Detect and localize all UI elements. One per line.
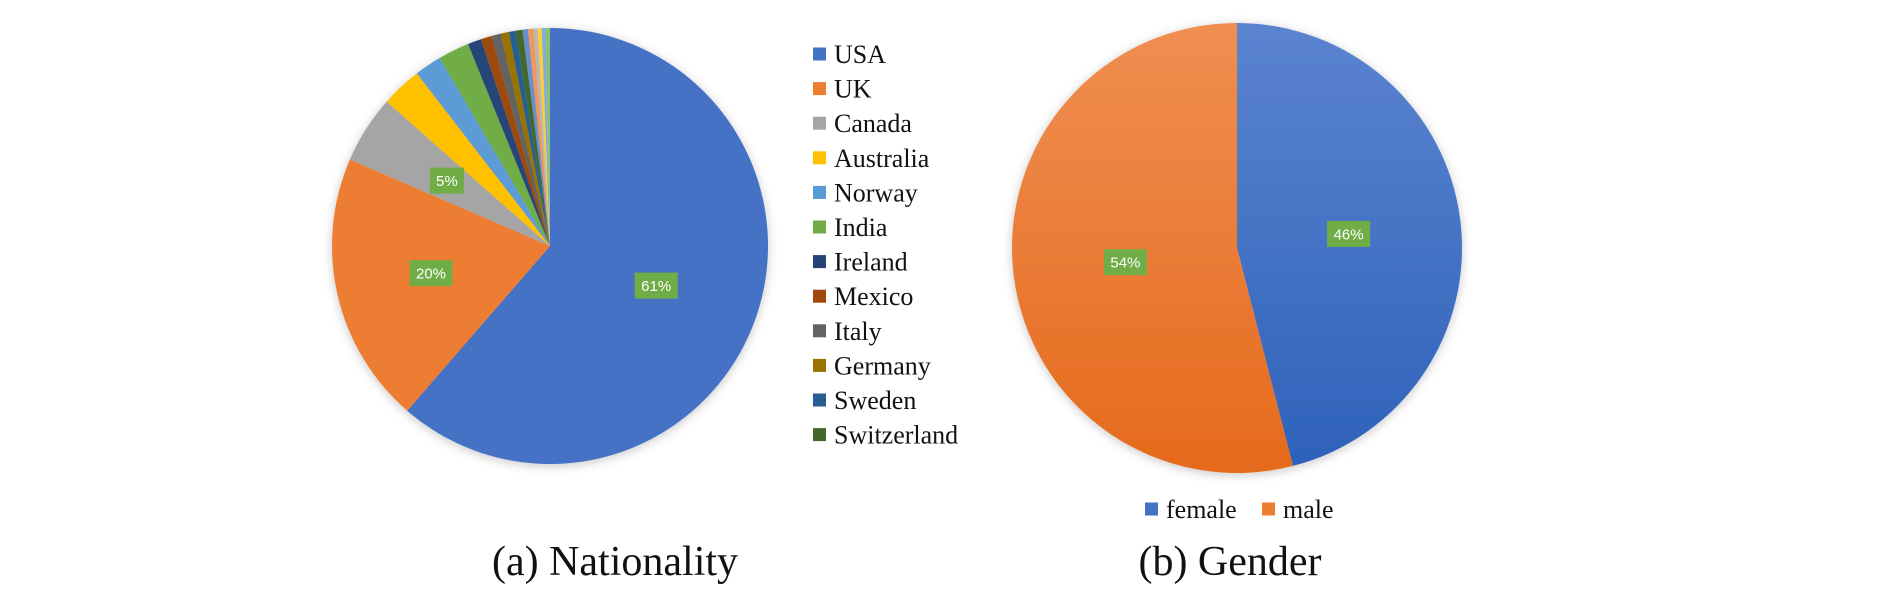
nationality-legend-item-canada: Canada [813, 109, 912, 138]
nationality-legend-item-mexico: Mexico [813, 282, 913, 311]
svg-text:male: male [1283, 495, 1334, 524]
gender-data-label-male: 54% [1103, 249, 1147, 276]
nationality-legend-item-india: India [813, 213, 888, 242]
nationality-slice-other-17 [545, 28, 550, 246]
nationality-legend-item-uk: UK [813, 75, 872, 104]
nationality-slice-other-15 [537, 28, 550, 246]
gender-data-label-female: 46% [1327, 220, 1371, 247]
gender-data-labels: 46% 54% [1103, 220, 1371, 276]
svg-text:20%: 20% [416, 266, 446, 283]
nationality-slice-india [439, 44, 550, 247]
nationality-slice-italy [491, 33, 550, 247]
nationality-legend-item-italy: Italy [813, 317, 882, 346]
nationality-slice-ireland [468, 39, 550, 247]
nationality-slice-other-14 [533, 28, 550, 246]
svg-text:Mexico: Mexico [834, 282, 913, 311]
nationality-legend-item-australia: Australia [813, 144, 930, 173]
nationality-slice-other-12 [522, 29, 550, 246]
gender-caption: (b) Gender [1138, 539, 1321, 585]
gender-legend-item-female: female [1145, 495, 1237, 524]
gender-legend-item-male: male [1262, 495, 1334, 524]
nationality-legend-item-usa: USA [813, 40, 886, 69]
svg-text:USA: USA [834, 40, 886, 69]
svg-text:Canada: Canada [834, 109, 912, 138]
nationality-slice-mexico [480, 36, 550, 246]
nationality-slice-usa [407, 28, 768, 465]
nationality-slice-norway [416, 58, 550, 246]
nationality-slice-other-13 [527, 28, 550, 246]
nationality-data-labels: 61% 20% 5% [409, 167, 678, 299]
svg-text:female: female [1166, 495, 1237, 524]
nationality-data-label-canada: 5% [429, 167, 464, 194]
nationality-legend-item-germany: Germany [813, 351, 931, 380]
svg-text:India: India [834, 213, 888, 242]
svg-text:5%: 5% [436, 173, 458, 190]
gender-slice-male [1012, 23, 1293, 473]
gender-legend: female male [1145, 495, 1334, 524]
nationality-legend-item-norway: Norway [813, 178, 918, 207]
nationality-legend: USA UK Canada Australia Norway India Ireland Me… [813, 40, 958, 450]
gender-pie [1012, 23, 1463, 473]
svg-text:46%: 46% [1334, 226, 1364, 243]
svg-text:Switzerland: Switzerland [834, 421, 958, 450]
nationality-legend-item-switzerland: Switzerland [813, 421, 958, 450]
nationality-slice-other-16 [541, 28, 550, 246]
nationality-chart: 61% 20% 5% USA UK Canada Australia Norway India… [332, 28, 958, 585]
nationality-legend-item-sweden: Sweden [813, 386, 916, 415]
svg-text:Italy: Italy [834, 317, 882, 346]
nationality-pie [332, 28, 768, 465]
svg-text:61%: 61% [641, 278, 671, 295]
nationality-slice-switzerland [515, 29, 550, 246]
svg-text:Ireland: Ireland [834, 248, 908, 277]
svg-text:Norway: Norway [834, 178, 918, 207]
nationality-slice-australia [386, 73, 550, 247]
svg-text:UK: UK [834, 75, 872, 104]
svg-text:Australia: Australia [834, 144, 930, 173]
nationality-slice-germany [500, 31, 550, 246]
nationality-slice-sweden [508, 30, 550, 246]
nationality-caption: (a) Nationality [492, 539, 738, 585]
svg-text:Germany: Germany [834, 351, 931, 380]
svg-text:54%: 54% [1110, 255, 1140, 272]
svg-text:Sweden: Sweden [834, 386, 916, 415]
nationality-legend-item-ireland: Ireland [813, 248, 908, 277]
gender-chart: 46% 54% female male (b) Gender [1012, 23, 1463, 585]
nationality-data-label-uk: 20% [409, 260, 453, 287]
nationality-data-label-usa: 61% [634, 272, 678, 299]
